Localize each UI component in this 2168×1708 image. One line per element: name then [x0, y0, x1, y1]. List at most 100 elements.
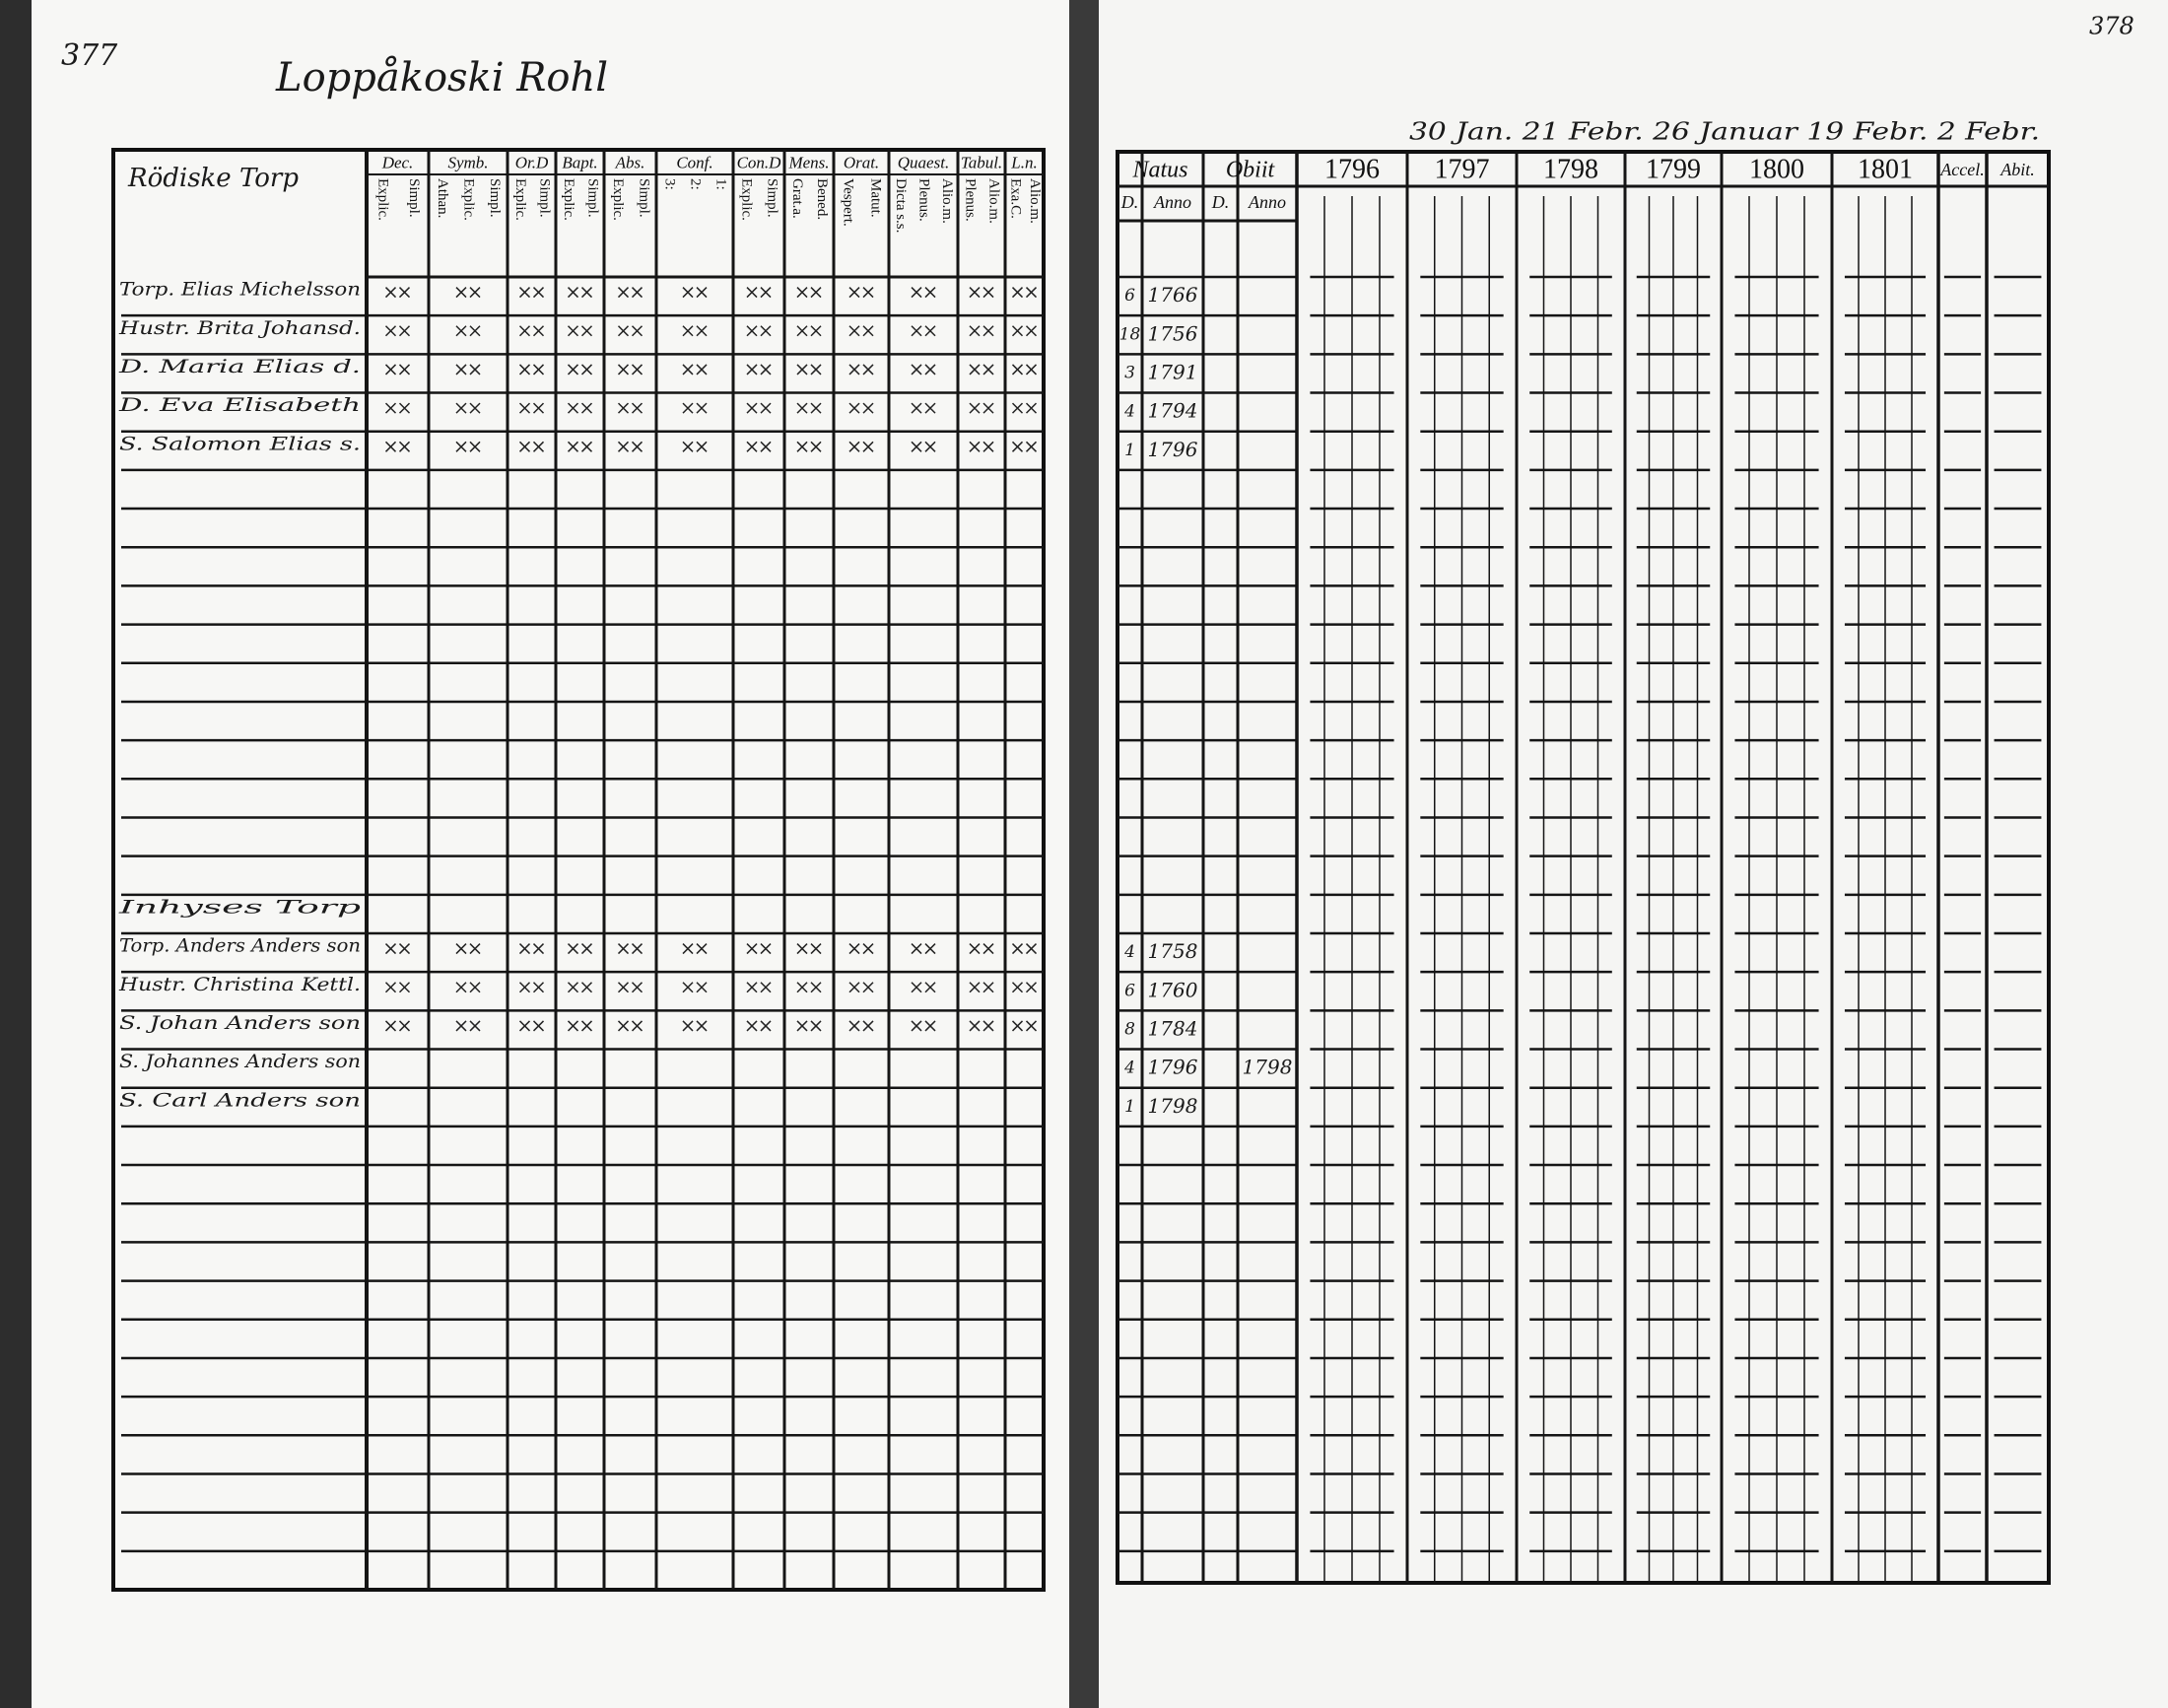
- cross-mark: [1025, 943, 1038, 955]
- column-header: Con.D: [737, 153, 782, 171]
- column-subheader: Explic.: [374, 178, 390, 221]
- year-header: 1798: [1543, 154, 1598, 184]
- cross-mark: [682, 287, 694, 299]
- cross-mark: [1025, 1020, 1038, 1032]
- cross-mark: [1025, 402, 1038, 414]
- cross-mark: [796, 441, 808, 452]
- cross-mark: [469, 325, 481, 337]
- register-name: Inhyses Torp: [117, 896, 361, 918]
- cross-mark: [398, 364, 411, 376]
- cross-mark: [580, 982, 593, 993]
- cross-mark: [567, 943, 579, 955]
- cross-mark: [862, 364, 874, 376]
- column-subheader: Simpl.: [406, 178, 422, 218]
- cross-mark: [1011, 982, 1024, 993]
- column-subheader: Alio.m.: [939, 178, 955, 224]
- cross-mark: [982, 364, 994, 376]
- cross-mark: [760, 287, 772, 299]
- death-year: 1798: [1243, 1056, 1293, 1079]
- cross-mark: [862, 982, 874, 993]
- cross-mark: [580, 1020, 593, 1032]
- birth-day: 1: [1124, 441, 1135, 460]
- cross-mark: [969, 364, 981, 376]
- column-header: Symb.: [447, 153, 488, 171]
- cross-mark: [810, 402, 822, 414]
- cross-mark: [580, 402, 593, 414]
- cross-mark: [455, 364, 467, 376]
- birth-year: 1796: [1148, 1056, 1198, 1079]
- cross-mark: [982, 982, 994, 993]
- cross-mark: [1025, 441, 1038, 452]
- register-name: S. Johan Anders son: [119, 1012, 361, 1034]
- cross-mark: [746, 1020, 758, 1032]
- cross-mark: [696, 441, 708, 452]
- cross-mark: [532, 441, 545, 452]
- cross-mark: [982, 402, 994, 414]
- column-subheader: Plenus.: [916, 178, 932, 222]
- column-subheader: 2:: [688, 178, 704, 190]
- cross-mark: [631, 364, 644, 376]
- birth-day: 6: [1124, 286, 1135, 306]
- register-name: Hustr. Brita Johansd.: [118, 317, 361, 339]
- birth-year: 1794: [1148, 399, 1198, 423]
- cross-mark: [810, 364, 822, 376]
- column-header: L.n.: [1010, 153, 1037, 171]
- cross-mark: [760, 1020, 772, 1032]
- cross-mark: [810, 1020, 822, 1032]
- cross-mark: [518, 325, 531, 337]
- left-table-frame: [111, 148, 1046, 1592]
- column-header: Abs.: [615, 153, 645, 171]
- cross-mark: [518, 287, 531, 299]
- cross-mark: [924, 943, 936, 955]
- register-name: S. Johannes Anders son: [119, 1051, 361, 1072]
- cross-mark: [532, 287, 545, 299]
- cross-mark: [580, 287, 593, 299]
- cross-mark: [1025, 364, 1038, 376]
- cross-mark: [982, 943, 994, 955]
- cross-mark: [796, 364, 808, 376]
- column-subheader: 1:: [713, 178, 729, 190]
- cross-mark: [469, 441, 481, 452]
- column-subheader: Alio.m.: [986, 178, 1002, 224]
- birth-day: 4: [1123, 1059, 1135, 1078]
- cross-mark: [796, 982, 808, 993]
- birth-day: 4: [1123, 942, 1135, 962]
- column-subheader: Athan.: [435, 178, 450, 218]
- column-subheader: Grat.a.: [789, 178, 805, 219]
- column-subheader: Explic.: [561, 178, 576, 221]
- cross-mark: [384, 982, 397, 993]
- page-number: 377: [61, 38, 118, 73]
- birth-day: 4: [1123, 402, 1135, 422]
- column-header: Accel.: [1939, 160, 1984, 179]
- cross-mark: [617, 1020, 630, 1032]
- register-name: D. Maria Elias d.: [117, 356, 361, 377]
- register-name: Torp. Elias Michelsson: [119, 279, 361, 301]
- birth-day: 1: [1124, 1097, 1135, 1117]
- cross-mark: [518, 364, 531, 376]
- year-header: 1801: [1858, 154, 1913, 184]
- column-header: Abit.: [1999, 160, 2035, 179]
- cross-mark: [746, 441, 758, 452]
- column-subheader: Anno: [1248, 192, 1286, 212]
- year-header: 1800: [1749, 154, 1804, 184]
- cross-mark: [1025, 287, 1038, 299]
- cross-mark: [911, 1020, 922, 1032]
- cross-mark: [969, 1020, 981, 1032]
- cross-mark: [398, 325, 411, 337]
- cross-mark: [746, 982, 758, 993]
- year-header: 1797: [1435, 154, 1490, 184]
- cross-mark: [862, 1020, 874, 1032]
- cross-mark: [617, 943, 630, 955]
- cross-mark: [924, 364, 936, 376]
- cross-mark: [969, 982, 981, 993]
- cross-mark: [848, 287, 860, 299]
- cross-mark: [760, 982, 772, 993]
- column-subheader: Explic.: [512, 178, 528, 221]
- cross-mark: [1011, 287, 1024, 299]
- cross-mark: [580, 364, 593, 376]
- cross-mark: [848, 1020, 860, 1032]
- birth-year: 1758: [1148, 939, 1198, 963]
- cross-mark: [746, 364, 758, 376]
- cross-mark: [911, 287, 922, 299]
